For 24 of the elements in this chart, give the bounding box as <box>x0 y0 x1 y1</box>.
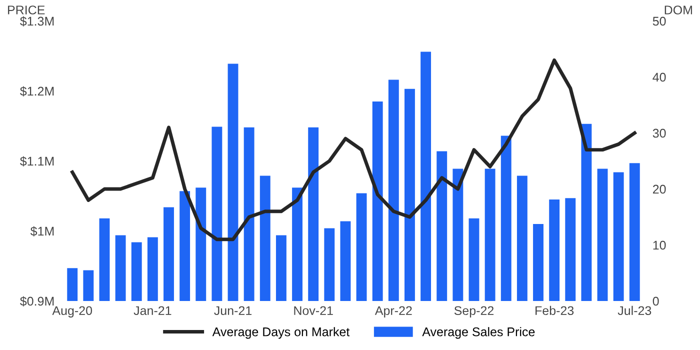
legend-label: Average Sales Price <box>422 327 535 339</box>
y2-tick-label: 0 <box>652 296 659 306</box>
x-tick-label: Sep-22 <box>454 306 494 318</box>
legend-label: Average Days on Market <box>212 327 350 339</box>
x-tick-label: Jan-21 <box>134 306 172 316</box>
x-tick-label: Feb-23 <box>536 306 574 316</box>
y2-tick-label: 40 <box>652 72 666 82</box>
y2-tick-label: 10 <box>653 240 666 250</box>
x-tick-label: Jun-21 <box>214 306 252 316</box>
y-tick-label: $0.9M <box>20 296 54 306</box>
y-tick-label: $1.2M <box>20 86 54 96</box>
y2-tick-label: 20 <box>652 184 666 194</box>
y2-axis-title: DOM <box>664 6 692 14</box>
x-tick-label: Jul-23 <box>618 306 652 316</box>
y2-tick-label: 50 <box>652 16 666 26</box>
line-series <box>70 58 636 242</box>
x-tick-label: Aug-20 <box>52 306 92 318</box>
x-tick-label: Apr-22 <box>374 306 412 318</box>
y-axis-title: PRICE <box>8 6 45 14</box>
y-tick-label: $1M <box>30 226 54 236</box>
x-tick-label: Nov-21 <box>294 306 333 316</box>
y-tick-label: $1.1M <box>20 156 54 166</box>
y2-tick-label: 30 <box>652 128 666 138</box>
y-tick-label: $1.3M <box>20 16 54 26</box>
